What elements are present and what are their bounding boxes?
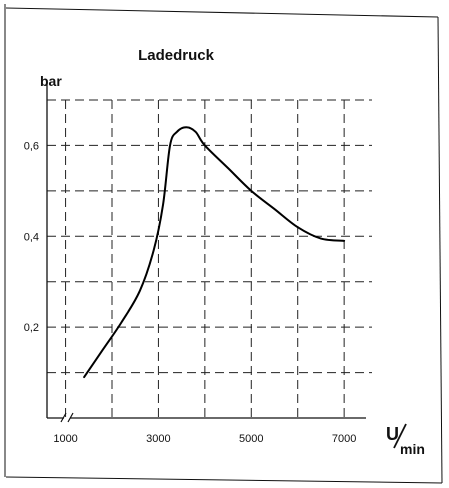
frame-bottom-line bbox=[5, 476, 443, 484]
x-tick-label: 1000 bbox=[53, 433, 77, 445]
x-unit-numerator: U bbox=[386, 424, 399, 444]
frame-top-line bbox=[5, 7, 439, 18]
y-tick-label: 0,4 bbox=[24, 231, 39, 243]
x-unit-denominator: min bbox=[400, 441, 425, 457]
x-tick-label: 3000 bbox=[146, 433, 170, 445]
series-layer bbox=[83, 126, 346, 379]
y-tick-label: 0,2 bbox=[24, 322, 39, 334]
y-axis-label: bar bbox=[40, 73, 62, 89]
x-axis-unit-label: U min bbox=[386, 423, 425, 457]
x-tick-label: 5000 bbox=[239, 433, 263, 445]
x-unit-slash bbox=[393, 423, 407, 449]
x-axis-break-mark bbox=[60, 412, 74, 423]
frame-right-line bbox=[437, 16, 443, 484]
tick-labels: 0,2 0,4 0,6 1000 3000 5000 7000 bbox=[24, 140, 357, 445]
axes bbox=[46, 80, 366, 423]
grid bbox=[47, 99, 372, 418]
series-line bbox=[83, 126, 346, 379]
chart-title: Ladedruck bbox=[138, 47, 215, 64]
x-tick-label: 7000 bbox=[332, 433, 356, 445]
y-tick-label: 0,6 bbox=[24, 140, 39, 152]
